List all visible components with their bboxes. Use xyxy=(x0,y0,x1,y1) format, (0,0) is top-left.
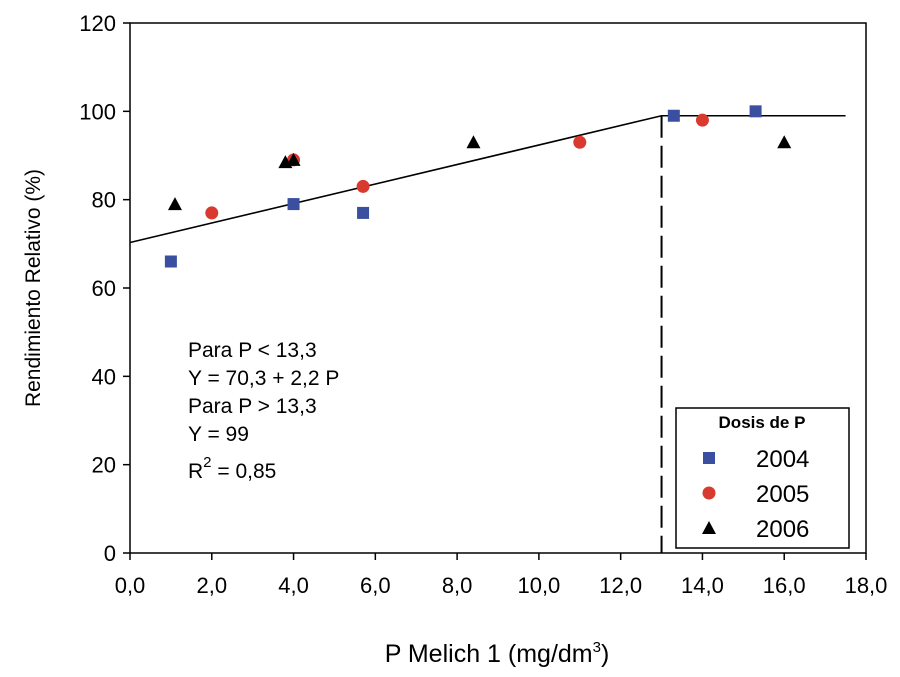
y-axis-title: Rendimiento Relativo (%) xyxy=(22,169,45,407)
x-axis-title: P Melich 1 (mg/dm3) xyxy=(385,639,610,668)
equation-annotation: Para P < 13,3 Y = 70,3 + 2,2 P Para P > … xyxy=(188,339,339,483)
x-tick-label: 6,0 xyxy=(360,573,391,598)
data-point-2004 xyxy=(749,105,762,118)
x-tick-label: 0,0 xyxy=(115,573,146,598)
x-tick-label: 18,0 xyxy=(845,573,888,598)
axes: 0 20 40 60 80 100 120 0,0 2,0 4,0 6,0 8,0 10,0 12,0 14… xyxy=(79,11,887,598)
x-axis-title-main: P Melich 1 (mg/dm xyxy=(385,640,593,668)
r-squared-sup: 2 xyxy=(203,454,211,471)
legend-label-2006: 2006 xyxy=(756,516,809,543)
annotation-line-2: Y = 70,3 + 2,2 P xyxy=(188,367,339,390)
legend: Dosis de P 2004 2005 2006 xyxy=(675,407,850,549)
legend-items: 2004 2005 2006 xyxy=(702,446,809,543)
y-tick-label: 80 xyxy=(92,188,116,213)
legend-label-2005: 2005 xyxy=(756,481,809,508)
x-axis-title-end: ) xyxy=(601,640,609,668)
x-tick-label: 4,0 xyxy=(278,573,309,598)
r-squared-prefix: R xyxy=(188,460,203,483)
x-tick-label: 10,0 xyxy=(517,573,560,598)
data-point-2006 xyxy=(167,197,182,211)
y-tick-label: 100 xyxy=(79,99,116,124)
data-point-2004 xyxy=(287,198,300,211)
x-tick-label: 8,0 xyxy=(442,573,473,598)
data-point-2004 xyxy=(164,255,177,268)
fit-line xyxy=(129,114,846,244)
annotation-line-1: Para P < 13,3 xyxy=(188,339,317,362)
x-axis-title-sup: 3 xyxy=(593,639,601,656)
y-tick-label: 0 xyxy=(104,541,116,566)
data-point-2005 xyxy=(695,113,709,127)
annotation-line-3: Para P > 13,3 xyxy=(188,395,317,418)
data-point-2005 xyxy=(573,135,587,149)
data-point-2004 xyxy=(357,206,370,219)
r-squared-value: = 0,85 xyxy=(212,460,277,483)
legend-label-2004: 2004 xyxy=(756,446,809,473)
legend-marker-2005 xyxy=(702,486,716,500)
data-point-2005 xyxy=(205,206,219,220)
x-tick-label: 16,0 xyxy=(763,573,806,598)
data-point-2006 xyxy=(466,135,481,149)
chart-marks xyxy=(129,105,846,553)
data-point-2004 xyxy=(667,109,680,122)
x-tick-label: 2,0 xyxy=(196,573,227,598)
y-tick-label: 60 xyxy=(92,276,116,301)
legend-marker-2004 xyxy=(703,452,715,464)
y-tick-label: 120 xyxy=(79,11,116,36)
x-tick-label: 14,0 xyxy=(681,573,724,598)
x-tick-label: 12,0 xyxy=(599,573,642,598)
data-point-2005 xyxy=(356,179,370,193)
legend-marker-2006 xyxy=(702,521,716,534)
y-tick-label: 40 xyxy=(92,364,116,389)
data-point-2006 xyxy=(286,152,301,166)
r-squared: R2 = 0,85 xyxy=(188,454,276,483)
annotation-line-4: Y = 99 xyxy=(188,423,249,446)
data-point-2006 xyxy=(777,135,792,149)
legend-title: Dosis de P xyxy=(719,413,806,432)
y-tick-label: 20 xyxy=(92,453,116,478)
legend-box xyxy=(675,407,850,549)
